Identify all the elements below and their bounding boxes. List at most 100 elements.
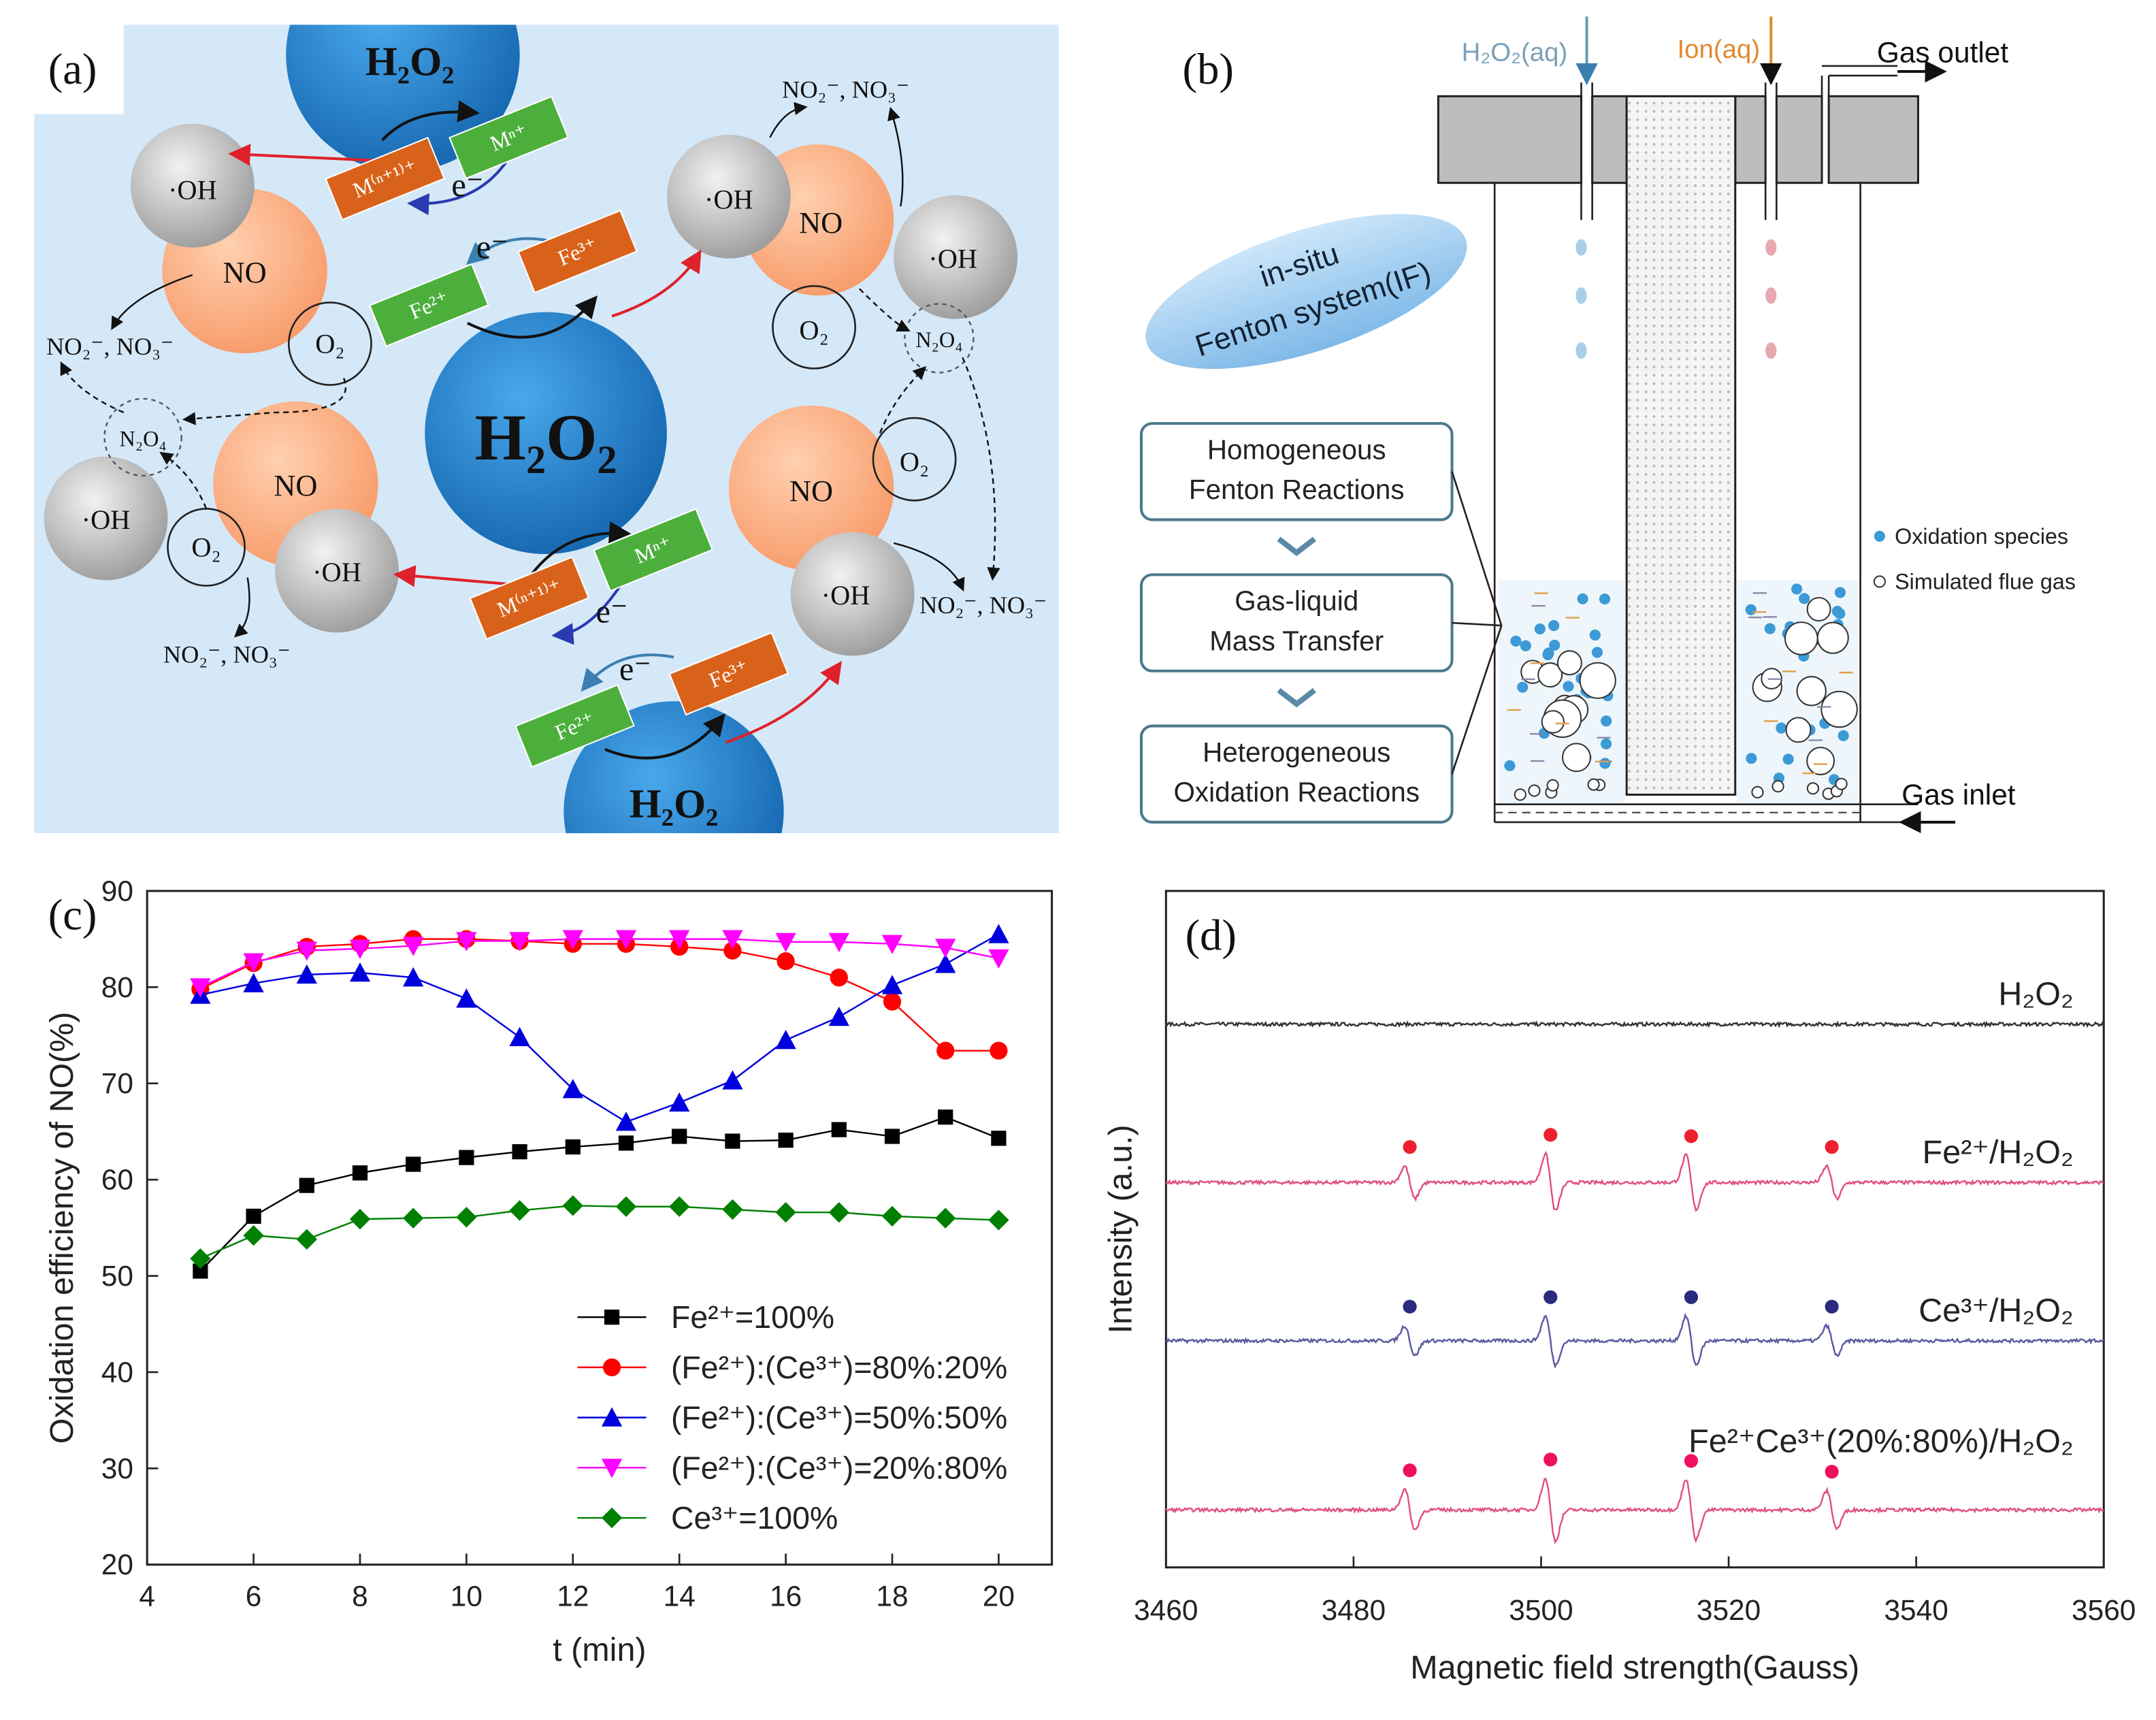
spectrum-line xyxy=(1165,1020,2105,1028)
x-tick-label: 3540 xyxy=(1884,1594,1948,1626)
marker xyxy=(777,952,795,971)
reaction-arrow xyxy=(893,542,965,591)
gas-bubble xyxy=(1806,597,1831,622)
diagram-a-label: N₂O₄ xyxy=(915,327,962,352)
connector xyxy=(1451,471,1503,626)
gas-bubble xyxy=(1579,662,1616,699)
marker xyxy=(349,939,371,959)
peak-marker xyxy=(1684,1129,1699,1143)
ion-tag xyxy=(517,210,638,294)
marker xyxy=(881,975,903,994)
oxidation-dot xyxy=(1791,583,1803,595)
step-label: Mass Transfer xyxy=(1209,625,1384,656)
oxidation-dot xyxy=(1834,608,1846,619)
peak-marker xyxy=(1403,1140,1417,1154)
marker xyxy=(775,932,796,953)
marker xyxy=(778,1133,794,1148)
marker xyxy=(831,1122,847,1137)
gas-bubble xyxy=(1820,690,1858,728)
oxidation-dot xyxy=(1782,753,1794,765)
oxidation-dot xyxy=(1589,629,1601,641)
gas-bubble xyxy=(1835,777,1848,790)
x-tick-label: 12 xyxy=(557,1580,589,1612)
diagram-a-label: NO xyxy=(799,206,843,240)
x-tick-label: 3480 xyxy=(1322,1594,1386,1626)
spectrum-line xyxy=(1165,1478,2104,1544)
n2o4-ring xyxy=(103,397,182,477)
oxidation-dot xyxy=(1746,753,1757,764)
oxidation-dot xyxy=(1764,623,1776,634)
ion-tag xyxy=(369,263,489,347)
plot-frame xyxy=(1164,890,2105,1569)
peak-marker xyxy=(1825,1140,1839,1154)
droplet xyxy=(1765,239,1777,256)
oxidation-dot xyxy=(1745,604,1757,615)
gas-bubble xyxy=(1751,785,1764,798)
marker xyxy=(509,932,530,952)
x-tick-label: 3500 xyxy=(1509,1594,1573,1626)
marker xyxy=(722,1070,743,1090)
marker xyxy=(935,939,956,958)
marker xyxy=(938,1109,953,1125)
oh-sphere xyxy=(894,195,1018,319)
marker xyxy=(935,954,956,973)
diagram-a-label: ·OH xyxy=(168,174,217,205)
diagram-a-label: NO₂⁻, NO₃⁻ xyxy=(46,333,174,360)
oxidation-dot xyxy=(1577,593,1588,604)
oxidation-dot xyxy=(1600,738,1612,749)
oh-sphere xyxy=(275,508,399,633)
peak-marker xyxy=(1684,1290,1699,1304)
marker xyxy=(722,1199,743,1220)
marker xyxy=(296,1229,317,1250)
marker xyxy=(562,930,583,950)
ion-tag xyxy=(448,95,569,180)
chevron xyxy=(1277,536,1316,557)
peak-marker xyxy=(1544,1453,1558,1467)
gas-bubble xyxy=(1556,650,1582,676)
gas-bubble xyxy=(1785,717,1812,743)
marker xyxy=(509,1026,530,1047)
marker xyxy=(722,930,743,950)
legend-label: (Fe²⁺):(Ce³⁺)=20%:80% xyxy=(671,1450,1007,1485)
diagram-a-label: NO xyxy=(223,255,267,289)
reaction-arrow xyxy=(551,577,627,645)
oxidation-dot xyxy=(1599,758,1611,769)
reaction-arrow xyxy=(581,653,674,692)
oh-sphere xyxy=(44,456,168,581)
oxidation-dot xyxy=(1504,760,1516,772)
system-ellipse xyxy=(1145,214,1467,370)
droplet xyxy=(1575,342,1587,359)
peak-marker xyxy=(1544,1128,1558,1142)
reaction-arrow xyxy=(407,161,508,216)
reaction-arrow xyxy=(879,366,927,434)
series-label: H₂O₂ xyxy=(1998,975,2073,1012)
step-label: Fenton Reactions xyxy=(1189,474,1405,505)
marker xyxy=(243,973,264,992)
reaction-arrow xyxy=(887,106,904,207)
legend-marker xyxy=(604,1310,620,1325)
label-corner xyxy=(34,25,124,114)
marker xyxy=(296,964,317,984)
marker xyxy=(406,1156,421,1172)
marker xyxy=(881,935,903,954)
x-tick-label: 14 xyxy=(664,1580,696,1612)
diagram-a-label: H₂O₂ xyxy=(630,781,719,827)
no-sphere xyxy=(728,405,894,571)
marker xyxy=(456,1207,477,1228)
marker xyxy=(935,1207,956,1229)
ion-tag xyxy=(325,137,446,221)
marker xyxy=(828,1202,849,1223)
marker xyxy=(988,949,1009,969)
y-tick-label: 40 xyxy=(101,1356,133,1388)
oxidation-dot xyxy=(1601,715,1612,727)
reactor-cap xyxy=(1827,95,1919,184)
reaction-arrow xyxy=(725,661,843,744)
plot-frame xyxy=(146,890,1054,1566)
diagram-a-label: H₂O₂ xyxy=(365,39,455,84)
reaction-arrow xyxy=(858,288,911,331)
marker xyxy=(456,932,477,952)
droplet xyxy=(1575,239,1587,256)
diagram-a-label: e⁻ xyxy=(476,229,508,265)
diagram-a-label: NO₂⁻, NO₃⁻ xyxy=(782,76,909,103)
